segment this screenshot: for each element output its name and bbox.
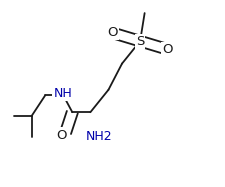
Text: O: O: [56, 128, 67, 142]
Text: S: S: [135, 35, 144, 48]
Text: O: O: [162, 43, 172, 56]
Text: NH: NH: [53, 87, 72, 100]
Text: NH2: NH2: [85, 130, 112, 143]
Text: O: O: [107, 26, 118, 39]
